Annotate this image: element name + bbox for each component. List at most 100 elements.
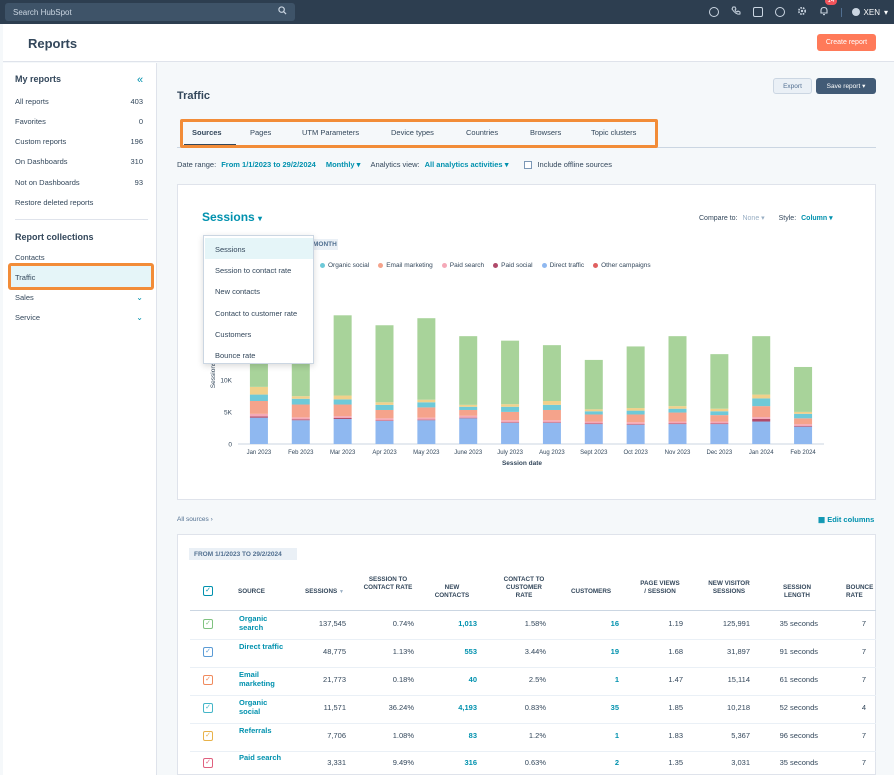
tab-topic-clusters[interactable]: Topic clusters (591, 128, 637, 137)
row-checkbox[interactable]: ✓ (203, 647, 213, 657)
cell-customers[interactable]: 19 (610, 647, 619, 656)
tab-device-types[interactable]: Device types (391, 128, 434, 137)
sidebar-item-traffic[interactable]: Traffic (15, 273, 143, 282)
style-dropdown[interactable]: Column ▾ (801, 215, 833, 222)
create-report-button[interactable]: Create report (817, 34, 876, 51)
row-checkbox[interactable]: ✓ (203, 619, 213, 629)
sidebar-item-restore-deleted[interactable]: Restore deleted reports (15, 198, 143, 207)
dropdown-option-customers[interactable]: Customers (215, 330, 252, 339)
cell-source-link[interactable]: Paid search (239, 753, 282, 762)
column-header-customers[interactable]: CUSTOMERS (571, 588, 611, 596)
frequency-dropdown[interactable]: Monthly ▾ (325, 160, 361, 169)
bar-segment (417, 420, 436, 444)
legend-item[interactable]: Paid social (493, 262, 533, 269)
account-menu[interactable]: XEN ▾ (840, 7, 888, 17)
search-input[interactable]: Search HubSpot (5, 3, 295, 21)
column-header-new-visitor-sessions[interactable]: NEW VISITOR SESSIONS (705, 580, 753, 596)
cell-customers[interactable]: 16 (610, 619, 619, 628)
sidebar-item-label: Sales (15, 293, 34, 302)
cell-source-link[interactable]: Organic search (239, 614, 268, 632)
date-range-picker[interactable]: From 1/1/2023 to 29/2/2024 (221, 160, 316, 169)
row-checkbox[interactable]: ✓ (203, 675, 213, 685)
cell-new-contacts[interactable]: 40 (468, 675, 477, 684)
edit-columns-button[interactable]: ▦ Edit columns (818, 515, 874, 524)
compare-dropdown[interactable]: None ▾ (742, 215, 765, 222)
legend-item[interactable]: Direct traffic (541, 262, 584, 269)
column-header-source[interactable]: SOURCE (238, 588, 265, 596)
bar-segment (501, 422, 520, 444)
style-value: Column (801, 215, 828, 222)
include-offline-checkbox[interactable] (524, 160, 533, 169)
cell-page-views-session: 1.68 (668, 647, 683, 656)
sidebar-item-service[interactable]: Service ⌄ (15, 313, 143, 322)
dropdown-option-bounce-rate[interactable]: Bounce rate (215, 351, 256, 360)
sidebar-item-not-on-dashboards[interactable]: Not on Dashboards 93 (15, 178, 143, 187)
y-tick-label: 0 (228, 442, 232, 449)
tab-pages[interactable]: Pages (250, 128, 272, 137)
tab-sources[interactable]: Sources (192, 128, 222, 137)
settings-gear-icon[interactable] (797, 3, 807, 21)
help-icon[interactable] (774, 7, 785, 17)
column-header-page-views-session[interactable]: PAGE VIEWS / SESSION (640, 580, 680, 596)
cell-new-contacts[interactable]: 1,013 (458, 619, 477, 628)
save-report-button[interactable]: Save report ▾ (816, 78, 876, 94)
cell-new-contacts[interactable]: 316 (464, 758, 477, 767)
column-header-label: NEW CONTACTS (434, 584, 470, 599)
sidebar-item-label: Restore deleted reports (15, 198, 94, 207)
sidebar-item-on-dashboards[interactable]: On Dashboards 310 (15, 157, 143, 166)
tab-utm-parameters[interactable]: UTM Parameters (302, 128, 360, 137)
sidebar-item-favorites[interactable]: Favorites 0 (15, 117, 143, 126)
column-header-new-contacts[interactable]: NEW CONTACTS (428, 584, 476, 600)
row-checkbox[interactable]: ✓ (203, 703, 213, 713)
dropdown-option-sessions[interactable]: Sessions (205, 238, 313, 259)
cell-source-link[interactable]: Email marketing (239, 670, 275, 688)
tab-browsers[interactable]: Browsers (530, 128, 562, 137)
dropdown-option-session-to-contact-rate[interactable]: Session to contact rate (215, 266, 292, 275)
row-checkbox[interactable]: ✓ (203, 731, 213, 741)
calling-icon[interactable] (730, 3, 741, 21)
legend-item[interactable]: Organic social (320, 262, 369, 269)
legend-item[interactable]: Other campaigns (593, 262, 651, 269)
sidebar-item-all-reports[interactable]: All reports 403 (15, 97, 143, 106)
column-header-bounce-rate[interactable]: BOUNCE RATE (846, 584, 890, 600)
cell-customers[interactable]: 1 (614, 731, 619, 740)
cell-source-link[interactable]: Referrals (239, 726, 272, 735)
cell-customers[interactable]: 35 (610, 703, 619, 712)
export-button[interactable]: Export (773, 78, 812, 94)
sidebar-item-contacts[interactable]: Contacts (15, 253, 143, 262)
cell-new-contacts[interactable]: 83 (468, 731, 477, 740)
column-header-session-to-contact-rate[interactable]: SESSION TO CONTACT RATE (360, 576, 416, 592)
cell-source-link[interactable]: Direct traffic (239, 642, 284, 651)
analytics-view-dropdown[interactable]: All analytics activities ▾ (424, 160, 509, 169)
notifications-button[interactable]: 14 (819, 0, 838, 21)
dropdown-option-contact-to-customer-rate[interactable]: Contact to customer rate (215, 309, 298, 318)
cell-contact-to-customer-rate: 0.83% (524, 703, 546, 712)
dropdown-option-new-contacts[interactable]: New contacts (215, 287, 261, 296)
upgrade-icon[interactable] (708, 7, 719, 17)
sidebar-item-custom-reports[interactable]: Custom reports 196 (15, 137, 143, 146)
cell-customers[interactable]: 2 (614, 758, 619, 767)
column-header-sessions[interactable]: SESSIONS ▼ (305, 588, 344, 596)
legend-item[interactable]: Paid search (441, 262, 484, 269)
sidebar-item-sales[interactable]: Sales ⌄ (15, 293, 143, 302)
collapse-sidebar-icon[interactable]: « (137, 74, 144, 86)
cell-source-link[interactable]: Organic social (239, 698, 268, 716)
select-all-checkbox[interactable]: ✓ (203, 586, 213, 596)
breadcrumb[interactable]: All sources › (177, 516, 213, 523)
tab-countries[interactable]: Countries (466, 128, 499, 137)
metric-dropdown[interactable]: Sessions ▾ (202, 210, 262, 224)
legend-item[interactable]: Email marketing (378, 262, 433, 269)
bar-segment (626, 424, 645, 425)
row-checkbox[interactable]: ✓ (203, 758, 213, 768)
cell-session-length: 52 seconds (779, 703, 818, 712)
cell-new-contacts[interactable]: 4,193 (458, 703, 477, 712)
column-header-contact-to-customer-rate[interactable]: CONTACT TO CUSTOMER RATE (500, 576, 548, 600)
chart-legend: Organic social Email marketing Paid sear… (320, 262, 651, 269)
marketplace-icon[interactable] (752, 7, 763, 17)
bar-segment (542, 404, 561, 410)
cell-new-contacts[interactable]: 553 (464, 647, 477, 656)
bar-segment (542, 409, 561, 421)
column-header-session-length[interactable]: SESSION LENGTH (775, 584, 819, 600)
cell-customers[interactable]: 1 (614, 675, 619, 684)
compare-value: None (742, 215, 760, 222)
